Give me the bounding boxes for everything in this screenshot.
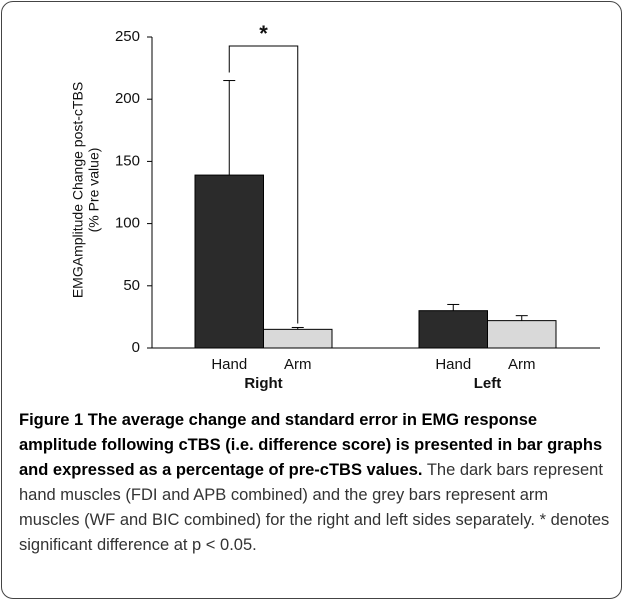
bar — [194, 174, 264, 349]
caption-text: The dark bars represent hand muscles (FD… — [19, 461, 610, 554]
x-tick-label: Hand — [435, 356, 471, 373]
x-tick-label: Arm — [284, 356, 312, 373]
y-tick-label: 150 — [115, 152, 140, 169]
bar — [418, 310, 488, 349]
caption-label: Figure 1 — [19, 411, 84, 429]
bar — [263, 328, 333, 349]
y-axis-label: (% Pre value) — [86, 148, 102, 233]
group-label: Right — [244, 375, 282, 392]
bar — [487, 320, 557, 349]
y-tick-label: 200 — [115, 90, 140, 107]
y-axis-label: EMGAmplitude Change post-cTBS — [70, 82, 86, 298]
caption: Figure 1 The average change and standard… — [19, 408, 611, 558]
significance-bracket — [228, 45, 299, 324]
y-tick-label: 100 — [115, 215, 140, 232]
x-tick-label: Hand — [211, 356, 247, 373]
caption-title: The average change and standard error in… — [19, 411, 603, 479]
group-label: Left — [474, 375, 502, 392]
x-tick-label: Arm — [508, 356, 536, 373]
y-tick-label: 250 — [115, 28, 140, 45]
y-tick-label: 50 — [123, 277, 140, 294]
y-tick-label: 0 — [132, 339, 140, 356]
significance-star: * — [259, 21, 268, 46]
chart: EMGAmplitude Change post-cTBS (% Pre val… — [70, 21, 600, 392]
